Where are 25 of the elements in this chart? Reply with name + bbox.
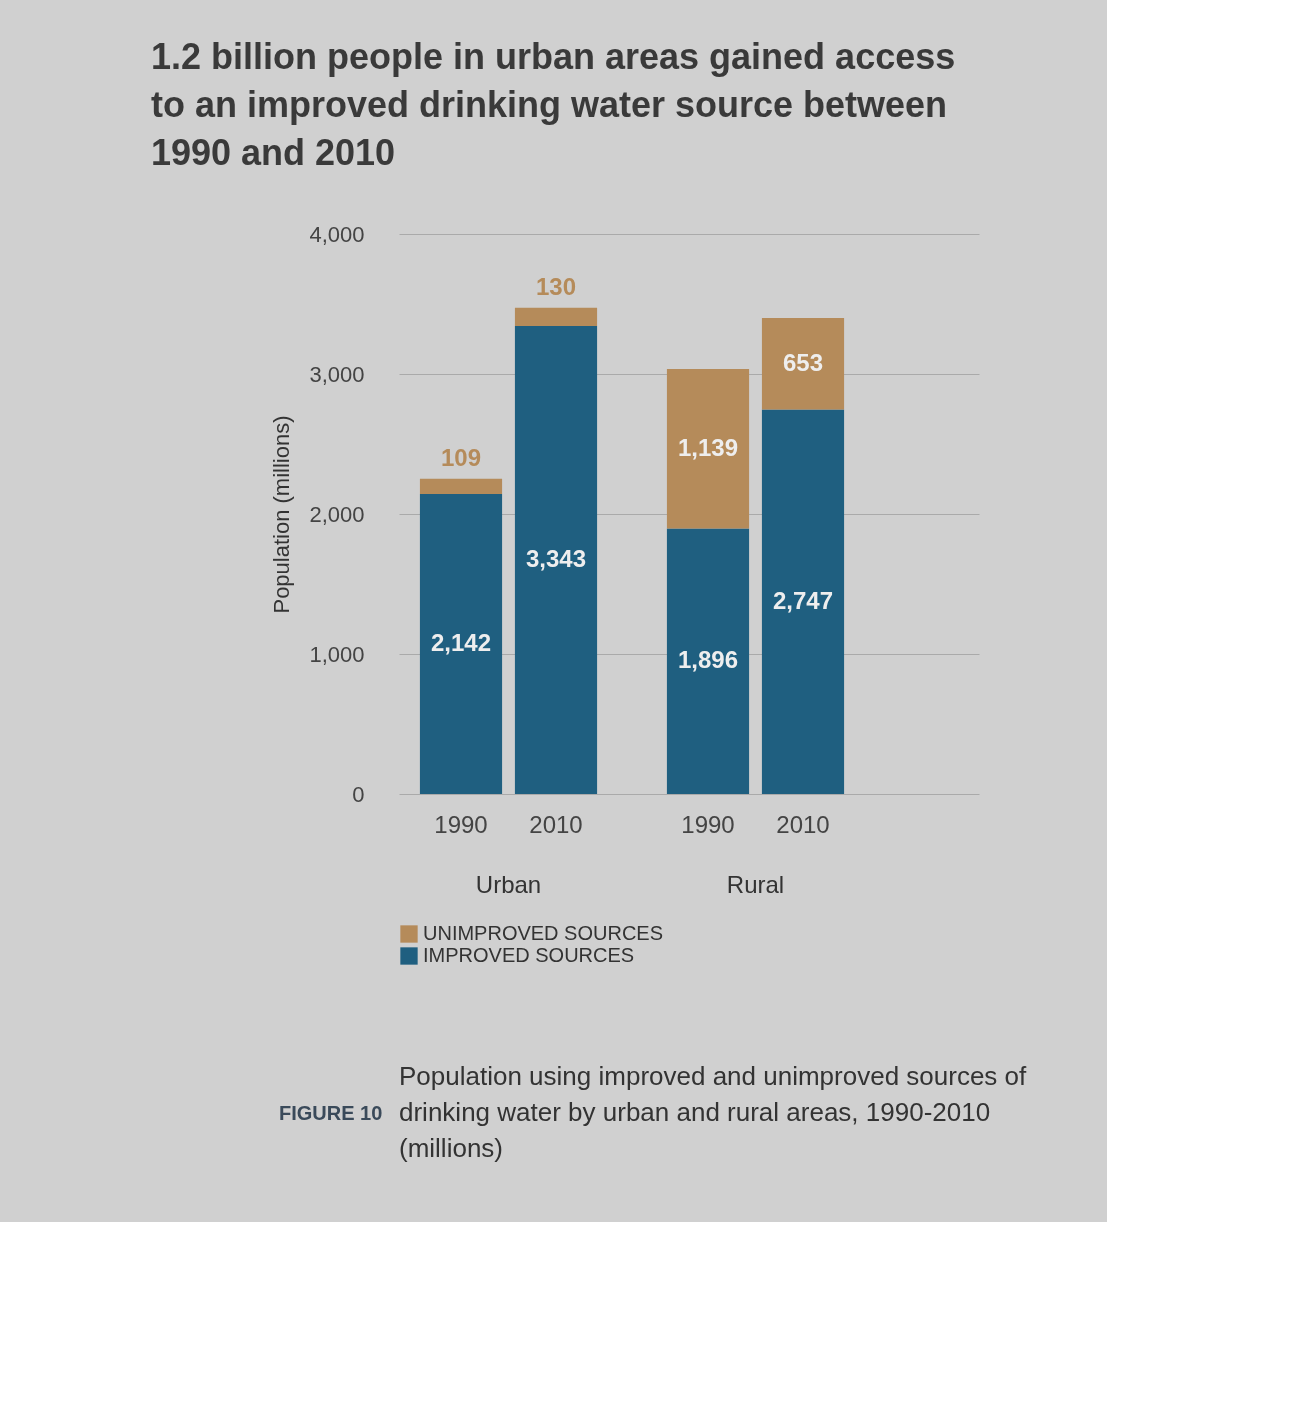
- data-label: 3,343: [525, 544, 587, 572]
- data-label: 109: [440, 443, 482, 471]
- y-tick-label: 4,000: [309, 221, 365, 247]
- x-tick-label: 1990: [434, 811, 488, 838]
- y-tick-label: 1,000: [309, 641, 365, 667]
- y-axis-title: Population (millions): [269, 415, 295, 614]
- data-label: 653: [782, 348, 824, 376]
- y-tick-label: 0: [352, 781, 365, 807]
- text: Population using improved and unimproved sources of drinking water by urban and rural areas, 1990-2010 (millions): [399, 1061, 1028, 1163]
- y-tick-label: 3,000: [309, 361, 365, 387]
- x-tick-label: 2010: [776, 811, 830, 838]
- y-tick-label: 2,000: [309, 501, 365, 527]
- legend-label: UNIMPROVED SOURCES: [423, 922, 664, 944]
- text: Urban: [475, 871, 542, 898]
- x-tick-label: 1990: [681, 811, 735, 838]
- data-label: 1,896: [677, 646, 739, 674]
- caption: FIGURE 10: [279, 1102, 383, 1124]
- legend-label: IMPROVED SOURCES: [423, 944, 635, 966]
- data-label: 2,747: [772, 586, 834, 614]
- data-label: 1,139: [677, 433, 739, 461]
- chart-title: 1.2 billion people in urban areas gained access to an improved drinking water source between 1990 and 2010: [150, 36, 956, 173]
- data-label: 130: [535, 272, 577, 300]
- text: Rural: [726, 871, 785, 898]
- data-label: 2,142: [430, 629, 492, 657]
- x-tick-label: 2010: [529, 811, 583, 838]
